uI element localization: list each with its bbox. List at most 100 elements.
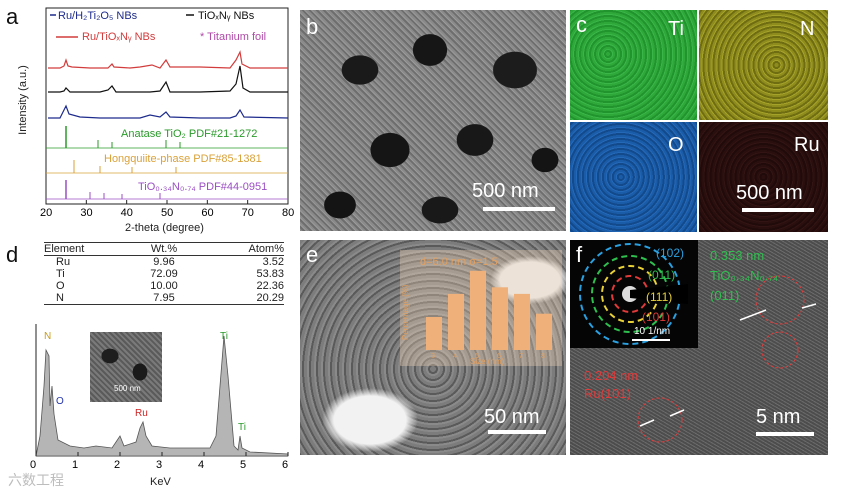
lattice-red-plane: Ru(101) bbox=[584, 386, 631, 401]
xrd-x-ticks: 20 30 40 50 60 70 80 bbox=[40, 200, 294, 219]
panel-c: c Ti N O Ru 500 nm bbox=[570, 10, 828, 232]
table-cell: 72.09 bbox=[150, 268, 178, 280]
histogram-bar bbox=[536, 313, 552, 350]
lattice-markers bbox=[637, 275, 817, 443]
x-tick-label: 30 bbox=[80, 207, 92, 219]
watermark: 六数工程 bbox=[8, 472, 64, 488]
table-cell: O bbox=[56, 280, 65, 292]
x-tick-label: 80 bbox=[282, 207, 294, 219]
saed-inset bbox=[570, 240, 698, 348]
histogram-tick-label: 5 bbox=[475, 353, 479, 360]
map-label-n: N bbox=[800, 18, 815, 40]
saed-scale-label: 10 1/nm bbox=[634, 326, 671, 337]
histogram-xlabel: Size (nm) bbox=[470, 357, 505, 366]
peak-label-ti-1: Ti bbox=[220, 331, 228, 342]
saed-ring-111: (111) bbox=[646, 290, 673, 304]
map-label-ru: Ru bbox=[794, 134, 820, 156]
table-row: N 7.95 20.29 bbox=[44, 292, 284, 305]
histogram-bar bbox=[492, 287, 508, 350]
panel-b-letter: b bbox=[306, 14, 319, 39]
eds-inset-sem: 500 nm bbox=[90, 332, 162, 402]
histogram-bar bbox=[514, 293, 530, 350]
x-tick-label: 2 bbox=[114, 459, 120, 471]
scale-bar-f bbox=[756, 432, 814, 436]
table-row: Ti 72.09 53.83 bbox=[44, 268, 284, 280]
histogram-tick-label: 3 bbox=[431, 353, 435, 360]
inset-scale-label: 500 nm bbox=[114, 384, 141, 393]
x-tick-label: 6 bbox=[282, 459, 288, 471]
table-header: Element bbox=[44, 243, 85, 255]
x-axis-label: 2-theta (degree) bbox=[125, 222, 204, 234]
panel-c-letter: c bbox=[576, 12, 587, 37]
x-tick-label: 3 bbox=[156, 459, 162, 471]
x-tick-label: 4 bbox=[198, 459, 204, 471]
table-cell: Ti bbox=[56, 268, 65, 280]
table-cell: N bbox=[56, 292, 64, 304]
eds-spectrum: 0 1 2 3 4 5 6 bbox=[30, 324, 289, 471]
x-tick-label: 70 bbox=[242, 207, 254, 219]
saed-pattern bbox=[579, 243, 688, 345]
table-cell: 10.00 bbox=[150, 280, 178, 292]
map-ru bbox=[699, 122, 828, 232]
histogram-bar bbox=[470, 270, 486, 350]
ref-label-anatase: Anatase TiO₂ PDF#21-1272 bbox=[121, 128, 257, 140]
panel-d-letter: d bbox=[6, 242, 19, 267]
table-cell: 9.96 bbox=[153, 256, 175, 268]
eds-table: Element Wt.% Atom% Ru 9.96 3.52 Ti 72.09 53.… bbox=[44, 242, 284, 305]
histogram-tick-label: 4 bbox=[453, 353, 457, 360]
scale-bar-c bbox=[742, 208, 814, 212]
ref-label-hongquiite: Hongquiite-phase PDF#85-1381 bbox=[104, 153, 262, 165]
table-cell: 53.83 bbox=[256, 268, 284, 280]
map-o bbox=[570, 122, 697, 232]
histogram-bar bbox=[426, 317, 442, 350]
lattice-green-plane: (011) bbox=[710, 288, 740, 303]
xrd-plot: Ru/H₂Ti₂O₅ NBs TiOₓNᵧ NBs Ru/TiOₓNᵧ NBs … bbox=[40, 7, 294, 219]
legend-ru-tioxny: Ru/TiOₓNᵧ NBs bbox=[82, 31, 156, 43]
peak-label-ti-2: Ti bbox=[238, 422, 246, 433]
peak-label-ru: Ru bbox=[135, 408, 148, 419]
saed-ring-011: (011) bbox=[648, 268, 676, 282]
scale-label-c: 500 nm bbox=[736, 182, 803, 204]
histogram-bars: 3 4 5 6 7 8 bbox=[426, 270, 552, 360]
saed-ring-102: (102) bbox=[656, 246, 685, 260]
table-cell: Ru bbox=[56, 256, 71, 268]
table-row: O 10.00 22.36 bbox=[44, 280, 284, 292]
panel-a: a Intensity (a.u.) Ru/H₂Ti₂O₅ NBs TiOₓNᵧ… bbox=[0, 0, 300, 236]
scale-bar-b bbox=[483, 207, 555, 211]
saed-ring-101: (101) bbox=[642, 310, 671, 324]
scale-label-b: 500 nm bbox=[472, 180, 539, 202]
x-tick-label: 40 bbox=[121, 207, 133, 219]
panel-f-hrtem-image: f (102) (011) (111) (101) 10 1/nm 0.353 … bbox=[570, 240, 828, 455]
table-header: Wt.% bbox=[150, 243, 178, 255]
histogram-bar bbox=[448, 293, 464, 350]
eds-x-ticks: 0 1 2 3 4 5 6 bbox=[30, 452, 289, 471]
histogram-tick-label: 6 bbox=[497, 353, 501, 360]
map-label-ti: Ti bbox=[668, 18, 684, 40]
table-header: Atom% bbox=[248, 243, 284, 255]
panel-f-letter: f bbox=[576, 242, 583, 267]
x-tick-label: 0 bbox=[30, 459, 36, 471]
map-label-o: O bbox=[668, 134, 684, 156]
table-cell: 22.36 bbox=[256, 280, 284, 292]
histogram-annotation: d=6.0 nm σ=1.5 bbox=[420, 256, 498, 268]
scale-label-e: 50 nm bbox=[484, 406, 540, 428]
peak-label-o: O bbox=[56, 396, 64, 407]
lattice-red-spacing: 0.204 nm bbox=[584, 368, 639, 383]
x-tick-label: 1 bbox=[72, 459, 78, 471]
histogram-tick-label: 8 bbox=[541, 353, 545, 360]
x-tick-label: 50 bbox=[161, 207, 173, 219]
x-tick-label: 60 bbox=[201, 207, 213, 219]
panel-d: d Element Wt.% Atom% Ru 9.96 3.52 Ti 72.09 5… bbox=[0, 236, 300, 494]
panel-e-letter: e bbox=[306, 242, 319, 267]
table-cell: 3.52 bbox=[262, 256, 284, 268]
lattice-green-spacing: 0.353 nm bbox=[710, 248, 765, 263]
panel-e-tem-image: e 3 4 5 6 7 8 d=6.0 nm σ=1.5 Percentage (%) S… bbox=[300, 240, 566, 455]
legend-titanium-foil: * Titanium foil bbox=[200, 31, 266, 43]
histogram-ylabel: Percentage (%) bbox=[401, 284, 410, 340]
size-histogram: 3 4 5 6 7 8 d=6.0 nm σ=1.5 Percentage (%) Siz… bbox=[400, 250, 562, 366]
peak-label-n: N bbox=[44, 331, 52, 342]
map-ti bbox=[570, 10, 697, 120]
panel-b-sem-image: b 500 nm bbox=[300, 10, 566, 231]
map-n bbox=[699, 10, 828, 120]
x-tick-label: 20 bbox=[40, 207, 52, 219]
